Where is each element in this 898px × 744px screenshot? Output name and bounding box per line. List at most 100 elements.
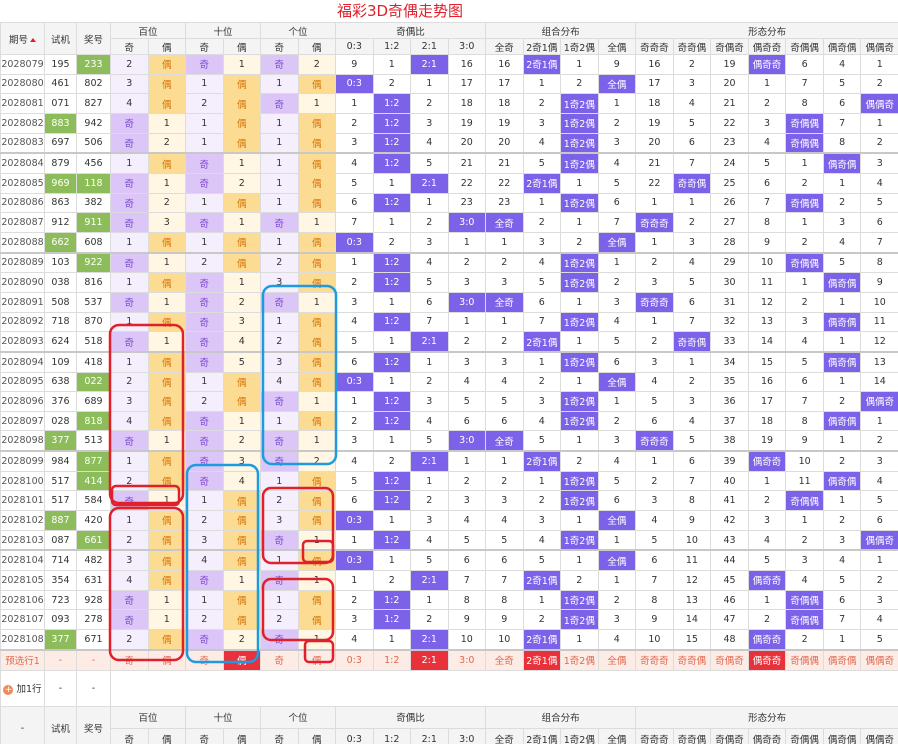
cell: 1 bbox=[560, 172, 599, 194]
cell: 1 bbox=[822, 172, 862, 194]
cell: 1奇2偶 bbox=[560, 470, 599, 492]
cell: 1 bbox=[147, 291, 187, 313]
cell: 1 bbox=[560, 291, 599, 313]
cell: 9 bbox=[485, 609, 524, 631]
cell: 1 bbox=[522, 192, 562, 214]
cell: 3 bbox=[410, 231, 449, 254]
group-header: 形态分布 bbox=[635, 22, 898, 39]
cell: 1 bbox=[222, 152, 262, 174]
cell: 1 bbox=[372, 291, 412, 313]
cell: 1 bbox=[747, 470, 787, 492]
trial-number: 662 bbox=[44, 231, 77, 254]
cell: 偶 bbox=[147, 510, 187, 531]
cell: 36 bbox=[710, 391, 749, 412]
cell: 偶偶奇 bbox=[860, 529, 898, 552]
cell: 偶 bbox=[222, 549, 262, 572]
cell: 19 bbox=[710, 54, 749, 75]
cell: 0:3 bbox=[335, 549, 374, 572]
cell: 偶 bbox=[147, 450, 187, 472]
cell: 6 bbox=[522, 291, 562, 313]
cell: 5 bbox=[485, 391, 524, 412]
sub-header: 奇 bbox=[110, 727, 149, 744]
cell: 9 bbox=[447, 609, 487, 631]
cell: 1奇2偶 bbox=[560, 192, 599, 214]
preselect-cell: 2:1 bbox=[410, 649, 449, 671]
group-header: 组合分布 bbox=[485, 705, 637, 729]
cell: 5 bbox=[860, 629, 898, 651]
cell: 4 bbox=[747, 132, 787, 155]
cell: 全奇 bbox=[485, 430, 524, 453]
cell: 4 bbox=[260, 371, 299, 393]
prize-number: 278 bbox=[76, 609, 111, 631]
trial-number: 354 bbox=[44, 570, 77, 591]
cell: 偶 bbox=[297, 510, 337, 531]
cell: 1 bbox=[147, 252, 187, 274]
cell: 5 bbox=[597, 331, 637, 353]
cell: 1 bbox=[222, 570, 262, 591]
cell: 偶 bbox=[297, 589, 337, 611]
sub-header: 偶 bbox=[147, 727, 187, 744]
preselect-cell: 偶 bbox=[222, 649, 262, 671]
cell: 3 bbox=[222, 450, 262, 472]
cell: 3:0 bbox=[447, 430, 487, 453]
cell: 2 bbox=[110, 629, 149, 651]
prize-number: 827 bbox=[76, 93, 111, 114]
cell: 6 bbox=[635, 549, 674, 572]
prize-number: 414 bbox=[76, 470, 111, 492]
cell: 1 bbox=[822, 430, 862, 453]
cell: 30 bbox=[710, 272, 749, 293]
cell: 1奇2偶 bbox=[560, 391, 599, 412]
preselect-cell: 奇 bbox=[110, 649, 149, 671]
add-row-button[interactable]: + 加1行 bbox=[0, 669, 45, 707]
cell: 偶 bbox=[297, 549, 337, 572]
cell: 1 bbox=[110, 272, 149, 293]
cell: 3 bbox=[597, 291, 637, 313]
cell: 15 bbox=[672, 629, 712, 651]
cell: 1:2 bbox=[372, 112, 412, 134]
cell: 4 bbox=[110, 570, 149, 591]
cell: 3 bbox=[822, 529, 862, 552]
cell: 5 bbox=[335, 470, 374, 492]
cell: 1 bbox=[372, 510, 412, 531]
cell: 1 bbox=[597, 252, 637, 274]
cell: 22 bbox=[710, 112, 749, 134]
cell: 1 bbox=[110, 450, 149, 472]
preselect-cell: - bbox=[44, 649, 77, 671]
cell: 4 bbox=[447, 371, 487, 393]
sub-header: 奇 bbox=[110, 38, 149, 55]
cell: 1奇2偶 bbox=[560, 272, 599, 293]
cell: 1奇2偶 bbox=[560, 529, 599, 552]
cell: 奇偶偶 bbox=[785, 112, 824, 134]
cell: 偶 bbox=[297, 311, 337, 333]
cell: 2 bbox=[597, 410, 637, 432]
cell: 17 bbox=[485, 73, 524, 95]
cell: 5 bbox=[860, 192, 898, 214]
cell: 偶 bbox=[297, 470, 337, 492]
trial-number: 718 bbox=[44, 311, 77, 333]
cell: 2 bbox=[297, 54, 337, 75]
cell: 2:1 bbox=[410, 570, 449, 591]
sub-header: 1:2 bbox=[372, 38, 412, 55]
trial-number: 714 bbox=[44, 549, 77, 572]
cell: 1 bbox=[822, 371, 862, 393]
trial-number: 377 bbox=[44, 430, 77, 453]
cell: 5 bbox=[635, 391, 674, 412]
cell: 1:2 bbox=[372, 609, 412, 631]
cell: 全偶 bbox=[597, 231, 637, 254]
sub-header: 奇偶偶 bbox=[785, 727, 824, 744]
cell: 6 bbox=[597, 490, 637, 512]
trial-number: 195 bbox=[44, 54, 77, 75]
cell: 4 bbox=[447, 510, 487, 531]
cell: 1 bbox=[522, 589, 562, 611]
cell: 2 bbox=[822, 391, 862, 412]
cell: 3 bbox=[485, 490, 524, 512]
cell: 5 bbox=[485, 529, 524, 552]
cell: 偶 bbox=[222, 112, 262, 134]
issue: 2028080 bbox=[0, 73, 45, 95]
cell: 15 bbox=[747, 351, 787, 373]
prize-number: 233 bbox=[76, 54, 111, 75]
cell: 6 bbox=[860, 510, 898, 531]
preselect-cell: 2奇1偶 bbox=[522, 649, 562, 671]
cell: 奇 bbox=[185, 311, 224, 333]
cell: 1 bbox=[260, 470, 299, 492]
